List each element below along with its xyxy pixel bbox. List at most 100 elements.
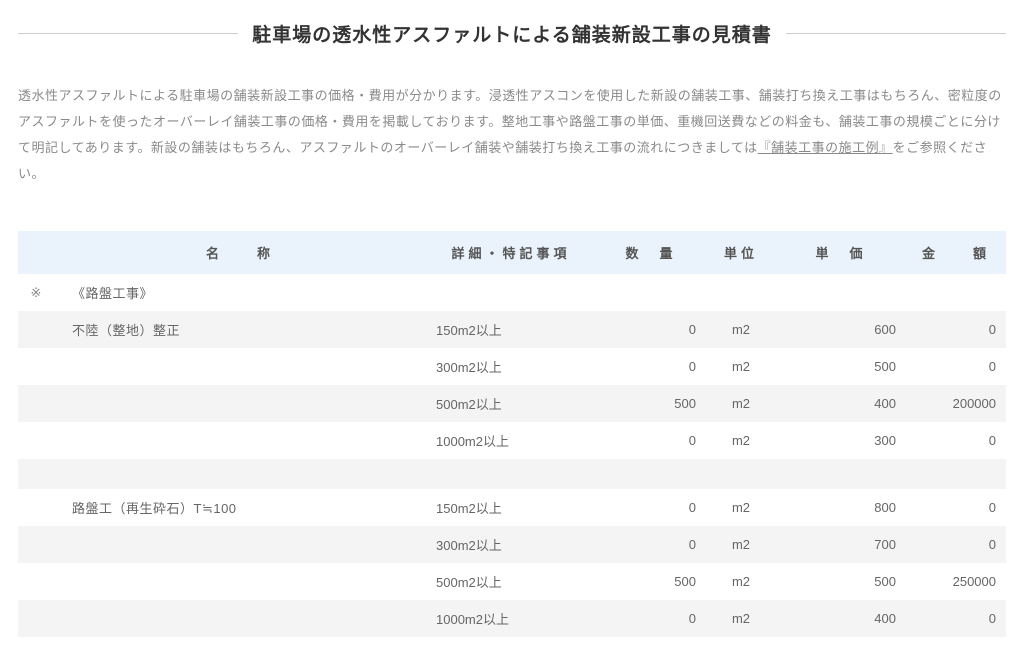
table-row: ※《路盤工事》 — [18, 274, 1006, 311]
cell-mark — [18, 311, 54, 348]
cell-qty: 0 — [596, 311, 706, 348]
cell-price — [776, 637, 906, 667]
cell-amount — [906, 637, 1006, 667]
cell-qty: 500 — [596, 385, 706, 422]
table-row: 500m2以上500m2500250000 — [18, 563, 1006, 600]
cell-qty: 0 — [596, 526, 706, 563]
cell-price: 500 — [776, 563, 906, 600]
cell-mark — [18, 600, 54, 637]
cell-name — [54, 422, 426, 459]
intro-paragraph: 透水性アスファルトによる駐車場の舗装新設工事の価格・費用が分かります。浸透性アス… — [18, 83, 1006, 187]
cell-name — [54, 348, 426, 385]
cell-detail: 300m2以上 — [426, 348, 596, 385]
cell-detail — [426, 274, 596, 311]
cell-amount: 0 — [906, 600, 1006, 637]
cell-name: 《路盤工事》 — [54, 274, 426, 311]
cell-detail — [426, 459, 596, 489]
cell-mark — [18, 385, 54, 422]
cell-price: 700 — [776, 526, 906, 563]
cell-price — [776, 274, 906, 311]
col-name: 名 称 — [54, 231, 426, 274]
cell-price: 800 — [776, 489, 906, 526]
title-rule-right — [786, 33, 1006, 34]
cell-detail: 1000m2以上 — [426, 422, 596, 459]
col-qty: 数 量 — [596, 231, 706, 274]
cell-qty: 0 — [596, 348, 706, 385]
cell-qty — [596, 274, 706, 311]
cell-unit: m2 — [706, 563, 776, 600]
cell-unit: m2 — [706, 526, 776, 563]
col-mark — [18, 231, 54, 274]
cell-unit — [706, 637, 776, 667]
cell-amount: 0 — [906, 311, 1006, 348]
page-title: 駐車場の透水性アスファルトによる舗装新設工事の見積書 — [252, 20, 771, 47]
cell-name — [54, 637, 426, 667]
cell-detail: 150m2以上 — [426, 311, 596, 348]
col-price: 単 価 — [776, 231, 906, 274]
cell-name — [54, 563, 426, 600]
estimate-table: 名 称 詳細・特記事項 数 量 単位 単 価 金 額 ※《路盤工事》不陸（整地）… — [18, 231, 1006, 667]
table-row — [18, 459, 1006, 489]
col-amount: 金 額 — [906, 231, 1006, 274]
cell-unit — [706, 274, 776, 311]
cell-amount: 0 — [906, 489, 1006, 526]
col-unit: 単位 — [706, 231, 776, 274]
title-rule-left — [18, 33, 238, 34]
table-row: 不陸（整地）整正150m2以上0m26000 — [18, 311, 1006, 348]
table-row: 300m2以上0m27000 — [18, 526, 1006, 563]
cell-detail: 500m2以上 — [426, 385, 596, 422]
cell-price: 300 — [776, 422, 906, 459]
cell-detail: 300m2以上 — [426, 526, 596, 563]
cell-qty: 0 — [596, 422, 706, 459]
table-row: 1000m2以上0m24000 — [18, 600, 1006, 637]
cell-unit: m2 — [706, 489, 776, 526]
cell-detail: 150m2以上 — [426, 489, 596, 526]
cell-name — [54, 385, 426, 422]
cell-mark — [18, 526, 54, 563]
cell-unit: m2 — [706, 422, 776, 459]
cell-amount: 200000 — [906, 385, 1006, 422]
cell-mark — [18, 348, 54, 385]
cell-price: 600 — [776, 311, 906, 348]
cell-price: 400 — [776, 600, 906, 637]
cell-amount: 250000 — [906, 563, 1006, 600]
table-row: 300m2以上0m25000 — [18, 348, 1006, 385]
cell-mark — [18, 459, 54, 489]
cell-detail: 500m2以上 — [426, 563, 596, 600]
cell-unit: m2 — [706, 311, 776, 348]
cell-amount — [906, 459, 1006, 489]
cell-qty: 0 — [596, 600, 706, 637]
cell-mark: ※ — [18, 274, 54, 311]
cell-detail — [426, 637, 596, 667]
cell-name — [54, 600, 426, 637]
cell-amount: 0 — [906, 526, 1006, 563]
cell-name — [54, 459, 426, 489]
cell-mark — [18, 563, 54, 600]
cell-amount — [906, 274, 1006, 311]
cell-unit: m2 — [706, 385, 776, 422]
cell-mark — [18, 422, 54, 459]
cell-amount: 0 — [906, 422, 1006, 459]
cell-name: 路盤工（再生砕石）T≒100 — [54, 489, 426, 526]
table-header-row: 名 称 詳細・特記事項 数 量 単位 単 価 金 額 — [18, 231, 1006, 274]
table-row: 500m2以上500m2400200000 — [18, 385, 1006, 422]
cell-amount: 0 — [906, 348, 1006, 385]
table-row: 路盤工（再生砕石）T≒100150m2以上0m28000 — [18, 489, 1006, 526]
cell-unit: m2 — [706, 348, 776, 385]
cell-unit: m2 — [706, 600, 776, 637]
table-row: 1000m2以上0m23000 — [18, 422, 1006, 459]
cell-qty: 500 — [596, 563, 706, 600]
cell-qty — [596, 459, 706, 489]
table-row — [18, 637, 1006, 667]
cell-price: 500 — [776, 348, 906, 385]
cell-price — [776, 459, 906, 489]
cell-mark — [18, 489, 54, 526]
page-title-row: 駐車場の透水性アスファルトによる舗装新設工事の見積書 — [18, 20, 1006, 47]
col-detail: 詳細・特記事項 — [426, 231, 596, 274]
cell-detail: 1000m2以上 — [426, 600, 596, 637]
cell-qty — [596, 637, 706, 667]
cell-mark — [18, 637, 54, 667]
intro-link[interactable]: 『舗装工事の施工例』 — [758, 140, 893, 155]
cell-name — [54, 526, 426, 563]
cell-price: 400 — [776, 385, 906, 422]
